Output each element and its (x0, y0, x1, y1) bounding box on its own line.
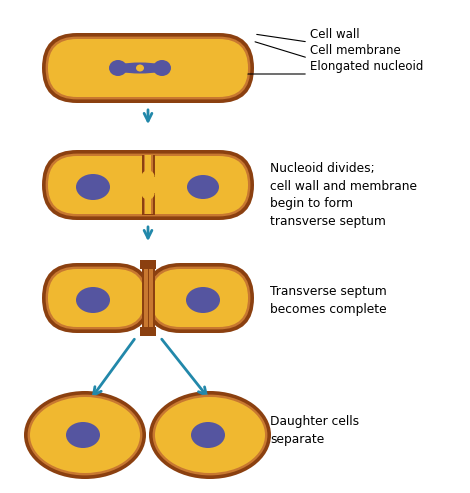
Text: Daughter cells
separate: Daughter cells separate (270, 415, 359, 446)
FancyBboxPatch shape (48, 39, 248, 97)
Ellipse shape (153, 60, 171, 76)
Bar (140, 327, 156, 336)
Ellipse shape (186, 287, 220, 313)
Ellipse shape (76, 174, 110, 200)
Bar (143, 269, 148, 327)
Bar (141, 193, 155, 215)
Ellipse shape (28, 394, 142, 475)
Bar (143, 194, 152, 214)
Bar (141, 155, 155, 177)
Ellipse shape (109, 60, 127, 76)
Bar (149, 269, 153, 327)
FancyBboxPatch shape (151, 269, 248, 327)
Ellipse shape (155, 397, 265, 473)
Ellipse shape (112, 63, 167, 73)
Bar (145, 195, 151, 214)
Ellipse shape (149, 391, 271, 479)
FancyBboxPatch shape (48, 156, 248, 214)
Ellipse shape (153, 394, 267, 475)
FancyBboxPatch shape (42, 150, 254, 220)
FancyBboxPatch shape (149, 267, 251, 329)
FancyBboxPatch shape (48, 269, 145, 327)
FancyBboxPatch shape (46, 36, 251, 100)
FancyBboxPatch shape (42, 33, 254, 103)
Text: Elongated nucleoid: Elongated nucleoid (310, 60, 423, 73)
Ellipse shape (24, 391, 146, 479)
Bar (143, 155, 152, 176)
Ellipse shape (76, 287, 110, 313)
Ellipse shape (141, 188, 155, 200)
FancyBboxPatch shape (42, 263, 151, 333)
Ellipse shape (136, 65, 144, 71)
Text: Transverse septum
becomes complete: Transverse septum becomes complete (270, 285, 387, 316)
Ellipse shape (66, 422, 100, 448)
Ellipse shape (191, 422, 225, 448)
Ellipse shape (141, 171, 155, 182)
Text: Cell wall: Cell wall (310, 28, 360, 41)
Bar (141, 263, 155, 333)
Bar (140, 260, 156, 269)
Ellipse shape (187, 175, 219, 199)
Ellipse shape (30, 397, 140, 473)
FancyBboxPatch shape (145, 263, 254, 333)
Bar (145, 155, 151, 175)
FancyBboxPatch shape (46, 154, 251, 216)
FancyBboxPatch shape (46, 267, 147, 329)
Text: Nucleoid divides;
cell wall and membrane
begin to form
transverse septum: Nucleoid divides; cell wall and membrane… (270, 162, 417, 227)
Text: Cell membrane: Cell membrane (310, 44, 401, 57)
